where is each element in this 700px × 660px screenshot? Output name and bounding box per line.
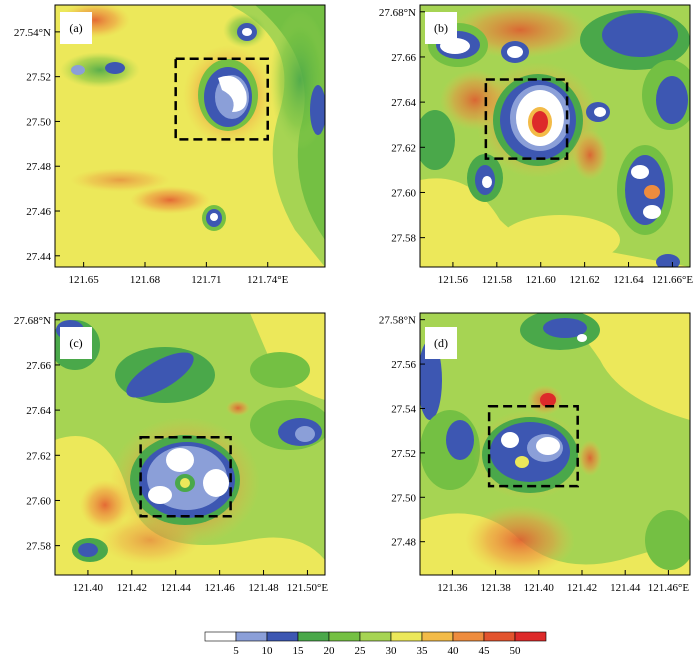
y-tick-label: 27.66 [391, 52, 416, 64]
panel-b-axes: 121.56 121.58 121.60 121.62 121.64 121.66°E 27… [379, 7, 693, 286]
y-tick-label: 27.68°N [14, 315, 51, 327]
y-tick-label: 27.54°N [14, 27, 51, 39]
y-tick-label: 27.48 [26, 161, 51, 173]
panel-b-frame [419, 4, 691, 268]
panel-a-frame [54, 4, 326, 268]
x-tick-label: 121.74°E [247, 274, 289, 286]
x-tick-label: 121.71 [191, 274, 221, 286]
x-tick-label: 121.46 [205, 582, 236, 594]
colorbar-swatch [297, 631, 330, 642]
y-tick-label: 27.54 [391, 403, 416, 415]
x-tick-label: 121.64 [613, 274, 644, 286]
colorbar-label: 45 [479, 645, 491, 655]
panel-a-label: (a) [69, 21, 82, 35]
panel-b-label-bg [425, 12, 457, 44]
y-tick-label: 27.52 [391, 448, 416, 460]
y-tick-label: 27.44 [26, 251, 51, 263]
colorbar-swatch [235, 631, 268, 642]
y-tick-label: 27.58 [26, 541, 51, 553]
x-tick-label: 121.58 [482, 274, 513, 286]
x-tick-label: 121.44 [161, 582, 192, 594]
panel-d-axes: 121.36 121.38 121.40 121.42 121.44 121.46°E 27… [379, 315, 689, 594]
x-tick-label: 121.62 [570, 274, 600, 286]
y-tick-label: 27.64 [391, 97, 416, 109]
x-tick-label: 121.56 [438, 274, 469, 286]
x-tick-label: 121.68 [130, 274, 161, 286]
colorbar-label: 25 [355, 645, 367, 655]
panel-a: 121.65 121.68 121.71 121.74°E 27.44 27.46 27.4… [14, 4, 326, 286]
panel-c-axes: 121.40 121.42 121.44 121.46 121.48 121.50°E 27… [14, 315, 328, 594]
y-tick-label: 27.52 [26, 72, 51, 84]
x-tick-label: 121.40 [73, 582, 104, 594]
panel-c-highlight-box [139, 435, 232, 518]
panel-c: 121.40 121.42 121.44 121.46 121.48 121.50°E 27… [14, 312, 328, 594]
y-tick-label: 27.56 [391, 359, 416, 371]
y-tick-label: 27.58°N [379, 315, 416, 327]
panel-d-label: (d) [434, 336, 448, 350]
x-tick-label: 121.36 [437, 582, 468, 594]
panel-a-axes: 121.65 121.68 121.71 121.74°E 27.44 27.46 27.4… [14, 27, 289, 286]
colorbar-swatch [514, 631, 547, 642]
y-tick-label: 27.60 [26, 495, 51, 507]
x-tick-label: 121.48 [248, 582, 279, 594]
panel-b-field [420, 5, 690, 267]
colorbar-label: 35 [417, 645, 429, 655]
x-tick-label: 121.46°E [648, 582, 690, 594]
x-tick-label: 121.44 [610, 582, 641, 594]
x-tick-label: 121.66°E [652, 274, 694, 286]
panel-c-label-bg [60, 327, 92, 359]
x-tick-label: 121.50°E [287, 582, 329, 594]
panel-c-frame [54, 312, 326, 576]
colorbar-swatch [483, 631, 516, 642]
colorbar-swatch [452, 631, 485, 642]
x-tick-label: 121.42 [117, 582, 147, 594]
panel-d-frame [419, 312, 691, 576]
colorbar-swatch [266, 631, 299, 642]
colorbar-swatch [359, 631, 392, 642]
y-tick-label: 27.48 [391, 537, 416, 549]
colorbar-swatch [390, 631, 423, 642]
panel-b-highlight-box [484, 78, 569, 160]
colorbar-label: 10 [262, 645, 274, 655]
y-tick-label: 27.62 [26, 450, 51, 462]
panel-b: 121.56 121.58 121.60 121.62 121.64 121.66°E 27… [379, 4, 693, 286]
y-tick-label: 27.46 [26, 206, 51, 218]
x-tick-label: 121.65 [69, 274, 100, 286]
panel-d-highlight-box [487, 405, 579, 488]
colorbar-swatch [204, 631, 237, 642]
colorbar-label: 40 [448, 645, 460, 655]
colorbar-label: 30 [386, 645, 398, 655]
y-tick-label: 27.62 [391, 142, 416, 154]
y-tick-label: 27.60 [391, 187, 416, 199]
panel-d: 121.36 121.38 121.40 121.42 121.44 121.46°E 27… [379, 312, 691, 594]
x-tick-label: 121.38 [480, 582, 511, 594]
panel-d-field [420, 313, 690, 575]
y-tick-label: 27.50 [26, 116, 51, 128]
y-tick-label: 27.68°N [379, 7, 416, 19]
colorbar-label: 15 [293, 645, 305, 655]
panel-a-highlight-box [174, 57, 269, 141]
x-tick-label: 121.42 [567, 582, 597, 594]
y-tick-label: 27.66 [26, 360, 51, 372]
panel-a-field [55, 5, 325, 267]
colorbar-swatch [328, 631, 361, 642]
colorbar-label: 50 [510, 645, 522, 655]
panel-d-label-bg [425, 327, 457, 359]
y-tick-label: 27.64 [26, 405, 51, 417]
colorbar-swatch [421, 631, 454, 642]
panel-c-label: (c) [69, 336, 82, 350]
colorbar: 5 10 15 20 25 30 35 40 45 50 [204, 631, 547, 657]
colorbar-label: 5 [233, 645, 239, 655]
colorbar-label: 20 [324, 645, 336, 655]
y-tick-label: 27.58 [391, 233, 416, 245]
panel-b-label: (b) [434, 21, 448, 35]
panel-a-label-bg [60, 12, 92, 44]
y-tick-label: 27.50 [391, 492, 416, 504]
x-tick-label: 121.40 [524, 582, 555, 594]
x-tick-label: 121.60 [526, 274, 557, 286]
